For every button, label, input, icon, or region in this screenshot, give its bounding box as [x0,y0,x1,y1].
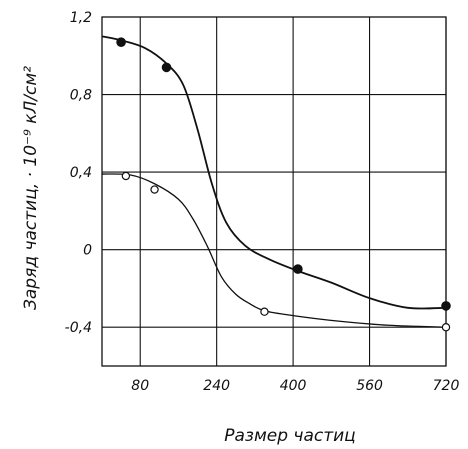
y-tick-label-1: 0,8 [70,88,92,104]
labels: Размер частиц Заряд частиц, · 10⁻⁹ кЛ/см… [21,66,356,446]
plot-frame [101,16,447,367]
x-tick-label-0: 80 [131,378,149,394]
y-tick-label-2: 0,4 [70,165,92,181]
data-point-2-2 [293,264,303,274]
series-layer: 12 [101,35,451,332]
x-tick-label-1: 240 [203,378,230,394]
series-line-2 [101,35,447,310]
y-tick-label-0: 1,2 [70,10,92,26]
data-point-1-3 [441,323,451,332]
data-point-1-2 [260,307,269,316]
y-axis-label: Заряд частиц, · 10⁻⁹ кЛ/см² [21,66,41,310]
series-line-1 [101,173,447,328]
data-point-2-0 [116,37,126,48]
x-tick-label-3: 560 [356,378,383,394]
x-tick-label-2: 400 [280,378,307,394]
data-point-1-0 [121,171,131,181]
tick-labels: 80 240 400 560 720 1,2 0,8 0,4 0 -0,4 [65,10,460,394]
y-tick-label-4: -0,4 [65,320,92,336]
data-point-2-3 [441,301,451,311]
data-point-2-1 [161,62,172,73]
y-tick-label-3: 0 [83,243,92,259]
data-point-1-1 [150,185,159,194]
plot-border [101,16,447,367]
x-axis-label: Размер частиц [224,426,356,446]
x-tick-label-4: 720 [433,378,460,394]
